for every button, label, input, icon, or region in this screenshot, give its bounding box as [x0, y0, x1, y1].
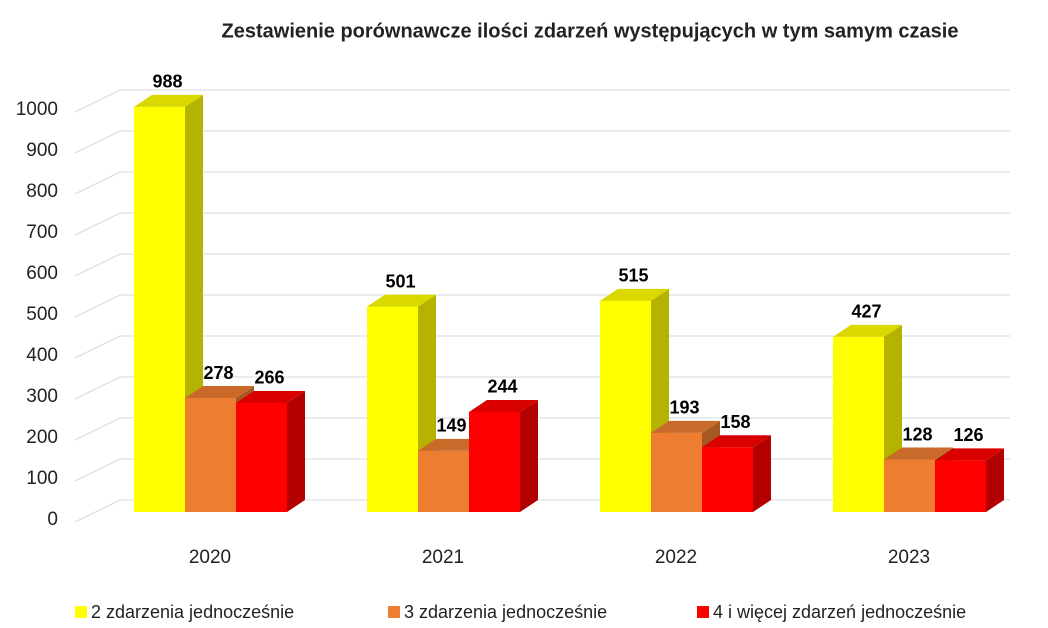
bar [418, 450, 469, 512]
data-label: 266 [254, 368, 284, 388]
data-label: 278 [203, 363, 233, 383]
bar-top [702, 435, 771, 448]
bar [367, 306, 418, 512]
data-label: 126 [953, 425, 983, 445]
bar-top [833, 324, 902, 337]
legend-label: 4 i więcej zdarzeń jednocześnie [713, 602, 966, 622]
bar [833, 336, 884, 512]
y-tick-label: 100 [26, 468, 58, 489]
grid-line [74, 253, 1010, 277]
y-tick-label: 600 [26, 263, 58, 284]
bar-side [986, 448, 1004, 512]
data-label: 501 [385, 271, 415, 291]
data-label: 427 [851, 302, 881, 322]
grid-line [74, 376, 1010, 400]
bar-side [287, 390, 305, 512]
y-tick-label: 500 [26, 304, 58, 325]
bar [134, 106, 185, 513]
data-label: 158 [720, 412, 750, 432]
chart-title: Zestawienie porównawcze ilości zdarzeń w… [222, 20, 959, 42]
bar-side [753, 435, 771, 512]
x-tick-label: 2023 [888, 547, 930, 568]
bar [600, 300, 651, 512]
legend-swatch [75, 606, 87, 618]
data-label: 515 [618, 266, 648, 286]
bar-top [651, 420, 720, 433]
grid-line [74, 335, 1010, 359]
bar-top [600, 288, 669, 301]
bar-top [935, 448, 1004, 461]
grid-line [74, 171, 1010, 195]
bar [935, 460, 986, 512]
y-tick-label: 0 [47, 509, 58, 530]
bar-top [469, 399, 538, 412]
bar [702, 447, 753, 512]
grid-line [74, 130, 1010, 154]
bar [236, 402, 287, 512]
x-tick-label: 2021 [422, 547, 464, 568]
y-tick-label: 900 [26, 140, 58, 161]
x-tick-label: 2020 [189, 547, 231, 568]
bar-top [884, 447, 953, 460]
bar-side [520, 399, 538, 512]
bar [651, 432, 702, 512]
bar-top [236, 390, 305, 403]
grid-line [74, 89, 1010, 113]
legend-swatch [388, 606, 400, 618]
data-label: 193 [669, 398, 699, 418]
bar-top [367, 294, 436, 307]
grid-line [74, 294, 1010, 318]
bar-top [185, 386, 254, 399]
bar [185, 398, 236, 512]
data-label: 149 [436, 416, 466, 436]
bar [884, 459, 935, 512]
y-tick-label: 300 [26, 386, 58, 407]
grid-line [74, 417, 1010, 441]
grid-line [74, 212, 1010, 236]
y-tick-label: 400 [26, 345, 58, 366]
legend-label: 3 zdarzenia jednocześnie [404, 602, 607, 622]
legend-label: 2 zdarzenia jednocześnie [91, 602, 294, 622]
legend-swatch [697, 606, 709, 618]
data-label: 988 [152, 72, 182, 92]
bar [469, 411, 520, 512]
data-label: 244 [487, 377, 517, 397]
x-tick-label: 2022 [655, 547, 697, 568]
y-tick-label: 1000 [16, 99, 58, 120]
y-tick-label: 800 [26, 181, 58, 202]
bar-top [134, 94, 203, 107]
data-label: 128 [902, 424, 932, 444]
y-tick-label: 200 [26, 427, 58, 448]
y-tick-label: 700 [26, 222, 58, 243]
